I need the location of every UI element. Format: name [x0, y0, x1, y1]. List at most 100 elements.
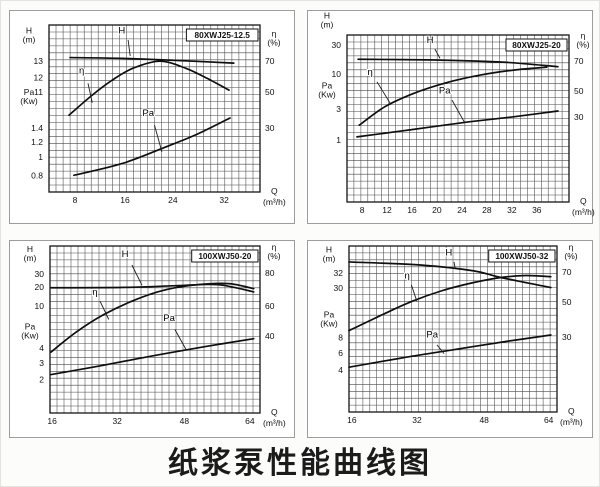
chart-panel-80xwj25-12.5: H (m) 13 12 11 Pa (Kw) 1.4 1.2 1 0.8 η (%) 70 50 30 8 16 2…	[9, 10, 295, 224]
x-tick-label: 8	[73, 195, 78, 205]
x-axis-label: Q	[568, 406, 575, 416]
right-axis-unit: (%)	[267, 251, 280, 261]
left-axis-unit: (m)	[24, 253, 37, 263]
left-axis-label-Pa: Pa	[24, 87, 35, 97]
curve-η	[68, 60, 230, 117]
right-tick-label: 70	[574, 56, 584, 66]
left-tick-label: 10	[35, 301, 45, 311]
x-tick-label: 64	[544, 415, 554, 425]
left-tick-label: 8	[338, 332, 343, 342]
right-tick-label: 70	[562, 267, 572, 277]
model-label: 80XWJ25-12.5	[195, 30, 251, 40]
x-tick-label: 32	[507, 205, 517, 215]
figure-caption: 纸浆泵性能曲线图	[168, 447, 432, 480]
curve-Pa	[73, 117, 231, 177]
right-tick-label: 60	[265, 301, 275, 311]
model-label: 80XWJ25-20	[512, 40, 561, 50]
left-tick-label: 1	[336, 135, 341, 145]
model-label-box	[191, 249, 259, 263]
left-axis-label-H: H	[324, 10, 330, 20]
chart-panel-100xwj50-20: H (m) 30 20 10 Pa (Kw) 4 3 2 η (%) 80 60 40 16 32 48 64 Q (m…	[9, 240, 295, 438]
left-tick-label: 2	[39, 375, 44, 385]
left-axis-label-H: H	[326, 245, 332, 255]
left-axis-unit: (Kw)	[318, 89, 336, 99]
right-axis-label-eta: η	[272, 29, 277, 39]
right-tick-label: 80	[265, 268, 275, 278]
curve-Pa	[50, 337, 255, 376]
left-axis-unit: (m)	[323, 254, 336, 264]
left-axis-unit: (m)	[23, 34, 36, 44]
model-label-box	[185, 28, 259, 42]
x-axis-label: Q	[271, 186, 278, 196]
curve-label-H: H	[118, 26, 125, 37]
left-tick-label: 20	[35, 282, 45, 292]
grid-lines	[49, 25, 260, 192]
right-axis-unit: (%)	[576, 39, 589, 49]
left-tick-label: 1.2	[31, 137, 43, 147]
x-tick-label: 48	[479, 415, 489, 425]
left-tick-label: 4	[338, 365, 343, 375]
curve-η	[358, 66, 548, 127]
grid-lines	[347, 35, 569, 202]
x-tick-label: 28	[482, 205, 492, 215]
x-tick-label: 24	[457, 205, 467, 215]
curve-η	[348, 274, 552, 332]
leader-line-η	[376, 81, 391, 104]
x-tick-label: 16	[407, 205, 417, 215]
x-axis-label: Q	[580, 196, 587, 206]
plot-border	[49, 245, 261, 414]
left-tick-label: 32	[334, 268, 344, 278]
right-axis-label-eta: η	[569, 242, 574, 252]
model-label: 100XWJ50-32	[495, 251, 548, 261]
left-axis-label-H: H	[27, 244, 33, 254]
left-tick-label: 12	[34, 73, 44, 83]
x-tick-label: 16	[347, 415, 357, 425]
right-tick-label: 70	[265, 56, 275, 66]
leader-line-Pa	[174, 329, 187, 351]
model-label-box	[488, 249, 556, 263]
left-tick-label: 30	[334, 283, 344, 293]
plot-border	[348, 245, 558, 413]
right-axis-label-eta: η	[272, 242, 277, 252]
x-tick-label: 12	[382, 205, 392, 215]
left-tick-label: 6	[338, 348, 343, 358]
chart-panel-80xwj25-20: H (m) 30 10 Pa (Kw) 3 1 η (%) 70 50 30 8 12 16 20 24 28 32 3…	[307, 10, 595, 224]
curve-Pa	[356, 110, 559, 138]
curve-label-η: η	[367, 67, 372, 78]
leader-line-H	[453, 261, 456, 268]
curve-label-Pa: Pa	[163, 313, 175, 324]
curve-H	[69, 56, 235, 64]
leader-line-Pa	[451, 99, 466, 123]
x-tick-label: 32	[112, 416, 122, 426]
left-axis-unit: (Kw)	[21, 331, 39, 341]
curve-label-η: η	[79, 65, 84, 76]
curve-label-Pa: Pa	[439, 85, 451, 96]
right-axis-unit: (%)	[564, 251, 577, 261]
left-tick-label: 3	[39, 358, 44, 368]
x-tick-label: 24	[168, 195, 178, 205]
left-axis-unit: (m)	[321, 19, 334, 29]
left-tick-label: 10	[332, 69, 342, 79]
left-axis-label-Pa: Pa	[322, 80, 333, 90]
x-axis-unit: (m³/h)	[263, 418, 286, 428]
x-tick-label: 48	[180, 416, 190, 426]
leader-line-H	[127, 39, 131, 56]
x-axis-unit: (m³/h)	[572, 207, 595, 217]
curve-label-H: H	[427, 35, 434, 46]
curve-label-H: H	[445, 248, 452, 259]
model-label: 100XWJ50-20	[198, 251, 251, 261]
chart-panel-100xwj50-32: H (m) 32 30 Pa (Kw) 8 6 4 η (%) 70 50 30 16 32 48 64 Q (m³/…	[307, 240, 593, 438]
left-axis-label-H: H	[26, 25, 32, 35]
left-tick-label: 30	[332, 40, 342, 50]
curve-Pa	[348, 334, 552, 369]
x-tick-label: 36	[532, 205, 542, 215]
curve-label-η: η	[92, 287, 97, 298]
leader-line-Pa	[436, 344, 445, 354]
x-tick-label: 16	[120, 195, 130, 205]
x-tick-label: 32	[412, 415, 422, 425]
right-tick-label: 30	[265, 123, 275, 133]
